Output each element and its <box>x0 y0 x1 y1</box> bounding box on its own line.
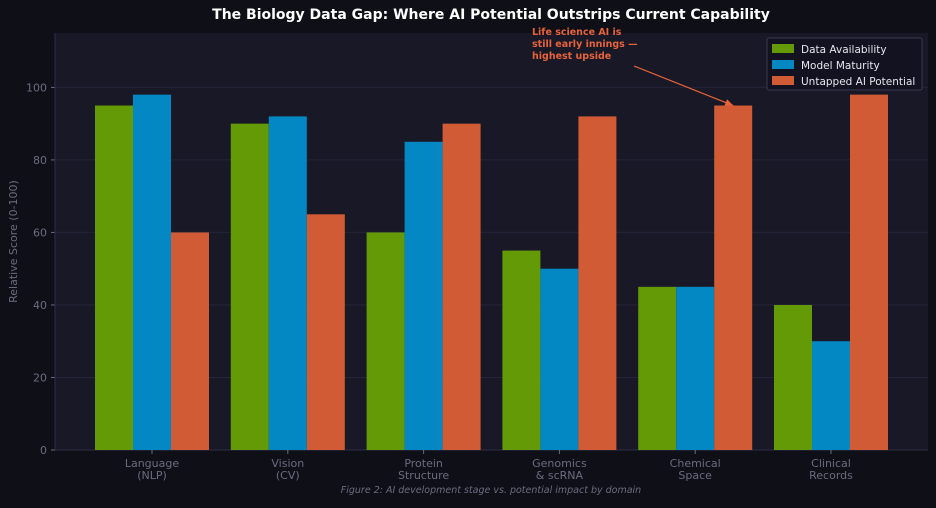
x-tick-label: Records <box>809 469 853 482</box>
x-tick-label: Genomics <box>532 457 587 470</box>
x-tick-label: (NLP) <box>137 469 167 482</box>
bar-data-availability-4 <box>638 286 677 450</box>
x-tick-label: Space <box>678 469 712 482</box>
legend-label: Data Availability <box>801 44 887 56</box>
annotation-arrow <box>633 65 734 107</box>
legend-label: Model Maturity <box>801 60 880 72</box>
bar-data-availability-0 <box>95 105 133 451</box>
chart-title: The Biology Data Gap: Where AI Potential… <box>212 7 770 23</box>
annotation-text: highest upside <box>532 51 611 62</box>
y-tick-label: 80 <box>33 154 47 167</box>
figure-caption: Figure 2: AI development stage vs. poten… <box>341 485 641 496</box>
annotation-text: still early innings — <box>532 39 638 50</box>
bar-model-maturity-5 <box>812 341 850 450</box>
bar-untapped-ai-potential-3 <box>578 116 617 451</box>
y-tick-label: 60 <box>33 226 47 239</box>
bar-model-maturity-3 <box>540 268 579 450</box>
bar-data-availability-2 <box>366 232 405 450</box>
annotation-arrowhead <box>724 99 734 106</box>
annotation-text: Life science AI is <box>532 27 622 38</box>
x-tick-label: (CV) <box>276 469 300 482</box>
legend-swatch <box>772 60 794 69</box>
x-tick-label: Language <box>125 457 180 470</box>
y-axis-label: Relative Score (0-100) <box>7 180 20 303</box>
bar-data-availability-1 <box>230 123 269 451</box>
x-tick-label: Clinical <box>811 457 851 470</box>
bar-untapped-ai-potential-1 <box>306 214 345 450</box>
bar-model-maturity-1 <box>268 116 307 451</box>
x-tick-label: & scRNA <box>536 469 584 482</box>
bar-data-availability-5 <box>774 304 812 450</box>
y-tick-label: 100 <box>26 81 47 94</box>
legend-swatch <box>772 76 794 85</box>
bar-untapped-ai-potential-0 <box>171 232 209 450</box>
bar-model-maturity-0 <box>133 94 171 450</box>
bar-untapped-ai-potential-2 <box>442 123 481 451</box>
bar-untapped-ai-potential-4 <box>714 105 753 451</box>
bar-model-maturity-4 <box>676 286 715 450</box>
legend-label: Untapped AI Potential <box>801 76 915 88</box>
x-tick-label: Protein <box>404 457 443 470</box>
x-tick-label: Chemical <box>670 457 721 470</box>
bar-data-availability-3 <box>502 250 541 450</box>
legend-swatch <box>772 44 794 53</box>
x-tick-label: Structure <box>398 469 449 482</box>
x-tick-label: Vision <box>271 457 304 470</box>
y-tick-label: 0 <box>40 444 47 457</box>
legend-box <box>766 37 923 91</box>
bar-untapped-ai-potential-5 <box>850 94 888 450</box>
y-tick-label: 20 <box>33 371 47 384</box>
bar-model-maturity-2 <box>404 141 443 451</box>
y-tick-label: 40 <box>33 299 47 312</box>
